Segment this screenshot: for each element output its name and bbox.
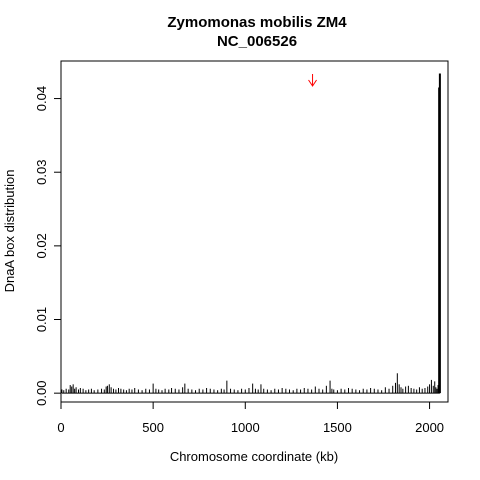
y-tick-label: 0.02 [34,233,49,258]
y-tick-label: 0.03 [34,160,49,185]
bar-series [61,73,441,394]
x-tick-label: 500 [142,420,164,435]
x-axis: 0 500 1000 1500 2000 [57,401,444,435]
y-axis-label: DnaA box distribution [2,170,17,293]
x-axis-label: Chromosome coordinate (kb) [170,449,338,464]
y-axis: 0.00 0.01 0.02 0.03 0.04 [34,86,62,406]
x-tick-label: 1500 [323,420,352,435]
arrow-head [308,79,317,87]
x-tick-label: 2000 [415,420,444,435]
arrow-marker [308,74,317,87]
chart-title: Zymomonas mobilis ZM4 [167,14,347,31]
chart-subtitle: NC_006526 [217,33,297,50]
x-tick-label: 1000 [231,420,260,435]
y-tick-label: 0.01 [34,307,49,332]
y-tick-label: 0.00 [34,381,49,406]
x-tick-label: 0 [57,420,64,435]
y-tick-label: 0.04 [34,86,49,111]
plot-frame [60,60,449,403]
